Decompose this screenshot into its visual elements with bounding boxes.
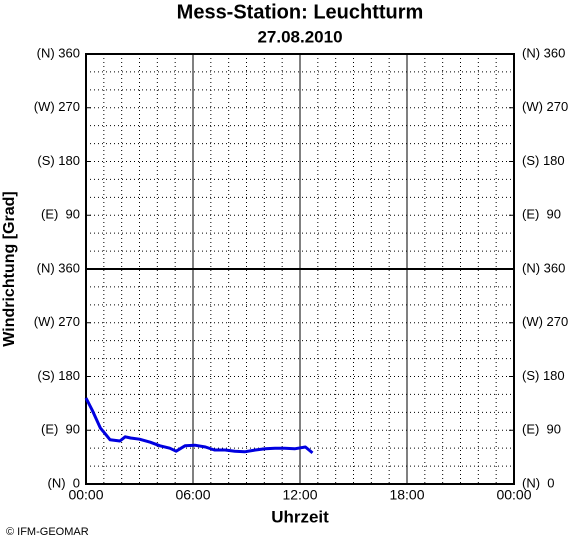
- x-tick-label: 00:00: [68, 487, 103, 503]
- y-tick-label: (W) 270: [34, 314, 80, 329]
- y2-tick-label: (S) 180: [522, 153, 565, 168]
- chart-title: Mess-Station: Leuchtturm: [177, 1, 424, 23]
- chart-subtitle: 27.08.2010: [257, 27, 342, 46]
- data-line: [84, 397, 314, 455]
- y2-tick-label: (N) 360: [522, 45, 565, 60]
- x-tick-label: 18:00: [389, 487, 424, 503]
- y2-tick-label: (W) 270: [522, 314, 568, 329]
- y-tick-label: (S) 180: [37, 153, 80, 168]
- x-tick-label: 12:00: [282, 487, 317, 503]
- y2-tick-label: (W) 270: [522, 99, 568, 114]
- y-tick-label: (N) 360: [37, 45, 80, 60]
- x-axis-label: Uhrzeit: [271, 507, 329, 526]
- y2-tick-label: (E) 90: [522, 422, 561, 437]
- plot-frame: [85, 53, 515, 485]
- y-tick-label: (S) 180: [37, 368, 80, 383]
- y2-tick-label: (S) 180: [522, 368, 565, 383]
- y-tick-label: (E) 90: [41, 207, 80, 222]
- y-axis-label: Windrichtung [Grad]: [1, 191, 18, 346]
- y2-tick-label: (N) 360: [522, 260, 565, 275]
- y2-tick-label: (N) 0: [522, 475, 555, 490]
- y-tick-label: (N) 360: [37, 260, 80, 275]
- x-tick-label: 06:00: [175, 487, 210, 503]
- y-tick-label: (N) 0: [48, 475, 81, 490]
- x-tick-label: 00:00: [496, 487, 531, 503]
- y-tick-label: (W) 270: [34, 99, 80, 114]
- y2-tick-label: (E) 90: [522, 207, 561, 222]
- y-tick-label: (E) 90: [41, 422, 80, 437]
- footer: © IFM-GEOMAR: [6, 526, 89, 538]
